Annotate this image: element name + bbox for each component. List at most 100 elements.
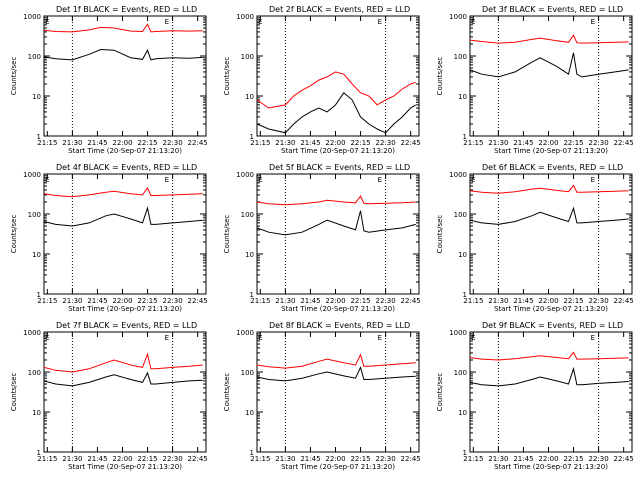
x-tick-label: 22:30 bbox=[589, 455, 609, 463]
x-tick-label: 21:30 bbox=[62, 455, 82, 463]
x-tick-label: 22:45 bbox=[188, 455, 208, 463]
edge-marker-label: E bbox=[471, 334, 475, 342]
x-tick-label: 22:15 bbox=[137, 455, 157, 463]
edge-marker-label: E bbox=[471, 176, 475, 184]
x-axis-label: Start Time (20-Sep-07 21:13:20) bbox=[68, 305, 182, 313]
x-tick-label: 21:15 bbox=[37, 455, 57, 463]
series-line-events bbox=[43, 371, 203, 387]
x-tick-label: 22:30 bbox=[376, 139, 396, 147]
x-tick-label: 22:30 bbox=[589, 297, 609, 305]
series-line-events bbox=[43, 48, 203, 61]
edge-marker-label: E bbox=[165, 18, 169, 26]
panel-title: Det 6f BLACK = Events, RED = LLD bbox=[482, 163, 623, 172]
edge-marker-label: E bbox=[591, 334, 595, 342]
panel-title: Det 9f BLACK = Events, RED = LLD bbox=[482, 321, 623, 330]
x-axis-label: Start Time (20-Sep-07 21:13:20) bbox=[494, 463, 608, 471]
x-tick-label: 21:45 bbox=[513, 455, 533, 463]
x-tick-label: 22:45 bbox=[401, 455, 421, 463]
y-axis-label: Counts/sec bbox=[10, 373, 18, 412]
x-axis-label: Start Time (20-Sep-07 21:13:20) bbox=[494, 305, 608, 313]
edge-marker-label: E bbox=[378, 18, 382, 26]
panel-title: Det 3f BLACK = Events, RED = LLD bbox=[482, 5, 623, 14]
x-tick-label: 21:30 bbox=[62, 297, 82, 305]
x-tick-label: 22:00 bbox=[112, 297, 132, 305]
y-tick-label: 100 bbox=[454, 211, 467, 219]
panel-det-1: Det 1f BLACK = Events, RED = LLD E E 1 10 100… bbox=[10, 5, 208, 155]
panel-det-9: Det 9f BLACK = Events, RED = LLD E E 1 10 100… bbox=[436, 321, 634, 471]
y-axis-label: Counts/sec bbox=[223, 57, 231, 96]
y-tick-label: 1 bbox=[250, 291, 254, 299]
series-line-events bbox=[256, 365, 416, 382]
panel-title: Det 2f BLACK = Events, RED = LLD bbox=[269, 5, 410, 14]
x-axis-label: Start Time (20-Sep-07 21:13:20) bbox=[281, 147, 395, 155]
series-line-events bbox=[469, 366, 629, 387]
y-tick-label: 100 bbox=[28, 211, 41, 219]
x-tick-label: 21:30 bbox=[275, 139, 295, 147]
series-line-lld bbox=[469, 184, 629, 194]
x-tick-label: 22:00 bbox=[538, 455, 558, 463]
x-tick-label: 21:15 bbox=[250, 139, 270, 147]
y-tick-label: 10 bbox=[245, 409, 254, 417]
x-tick-label: 21:45 bbox=[87, 139, 107, 147]
series-line-events bbox=[256, 92, 416, 134]
edge-marker-label: E bbox=[378, 176, 382, 184]
panel-title: Det 4f BLACK = Events, RED = LLD bbox=[56, 163, 197, 172]
edge-marker-label: E bbox=[45, 334, 49, 342]
x-tick-label: 21:30 bbox=[275, 297, 295, 305]
panel-det-3: Det 3f BLACK = Events, RED = LLD E E 1 10 100… bbox=[436, 5, 634, 155]
edge-marker-label: E bbox=[258, 18, 262, 26]
x-tick-label: 21:45 bbox=[87, 455, 107, 463]
panel-det-2: Det 2f BLACK = Events, RED = LLD E E 1 10 100… bbox=[223, 5, 421, 155]
x-tick-label: 22:15 bbox=[563, 297, 583, 305]
y-tick-label: 100 bbox=[28, 53, 41, 61]
x-tick-label: 22:00 bbox=[538, 297, 558, 305]
y-tick-label: 1000 bbox=[236, 329, 254, 337]
x-tick-label: 22:00 bbox=[325, 455, 345, 463]
series-line-events bbox=[256, 210, 416, 236]
x-tick-label: 22:45 bbox=[188, 139, 208, 147]
plot-frame bbox=[469, 173, 633, 295]
edge-marker-label: E bbox=[258, 334, 262, 342]
y-tick-label: 100 bbox=[241, 53, 254, 61]
y-tick-label: 100 bbox=[454, 53, 467, 61]
edge-marker-label: E bbox=[378, 334, 382, 342]
series-line-events bbox=[469, 206, 629, 225]
x-axis-label: Start Time (20-Sep-07 21:13:20) bbox=[281, 463, 395, 471]
y-tick-label: 10 bbox=[245, 251, 254, 259]
y-axis-label: Counts/sec bbox=[223, 373, 231, 412]
y-axis-label: Counts/sec bbox=[10, 57, 18, 96]
y-axis-label: Counts/sec bbox=[436, 215, 444, 254]
x-tick-label: 22:45 bbox=[401, 297, 421, 305]
plot-frame bbox=[43, 15, 207, 137]
y-tick-label: 10 bbox=[32, 409, 41, 417]
plot-frame bbox=[469, 331, 633, 453]
y-tick-label: 10 bbox=[245, 93, 254, 101]
panel-title: Det 7f BLACK = Events, RED = LLD bbox=[56, 321, 197, 330]
series-line-events bbox=[469, 52, 629, 78]
y-tick-label: 10 bbox=[32, 251, 41, 259]
panel-title: Det 5f BLACK = Events, RED = LLD bbox=[269, 163, 410, 172]
y-tick-label: 1000 bbox=[449, 13, 467, 21]
y-axis-label: Counts/sec bbox=[436, 373, 444, 412]
x-tick-label: 22:00 bbox=[112, 455, 132, 463]
y-tick-label: 1000 bbox=[236, 171, 254, 179]
panel-det-7: Det 7f BLACK = Events, RED = LLD E E 1 10 100… bbox=[10, 321, 208, 471]
y-axis-label: Counts/sec bbox=[436, 57, 444, 96]
panel-det-5: Det 5f BLACK = Events, RED = LLD E E 1 10 100… bbox=[223, 163, 421, 313]
y-tick-label: 1 bbox=[37, 133, 41, 141]
x-tick-label: 22:15 bbox=[563, 139, 583, 147]
y-tick-label: 1000 bbox=[23, 171, 41, 179]
x-tick-label: 22:00 bbox=[112, 139, 132, 147]
series-line-lld bbox=[43, 186, 203, 198]
y-tick-label: 1 bbox=[250, 449, 254, 457]
panel-title: Det 1f BLACK = Events, RED = LLD bbox=[56, 5, 197, 14]
y-tick-label: 1000 bbox=[449, 171, 467, 179]
x-tick-label: 22:30 bbox=[376, 455, 396, 463]
x-tick-label: 21:15 bbox=[250, 297, 270, 305]
plot-frame bbox=[256, 173, 420, 295]
x-tick-label: 21:45 bbox=[513, 297, 533, 305]
x-tick-label: 21:15 bbox=[250, 455, 270, 463]
y-tick-label: 1000 bbox=[236, 13, 254, 21]
x-tick-label: 22:00 bbox=[325, 297, 345, 305]
